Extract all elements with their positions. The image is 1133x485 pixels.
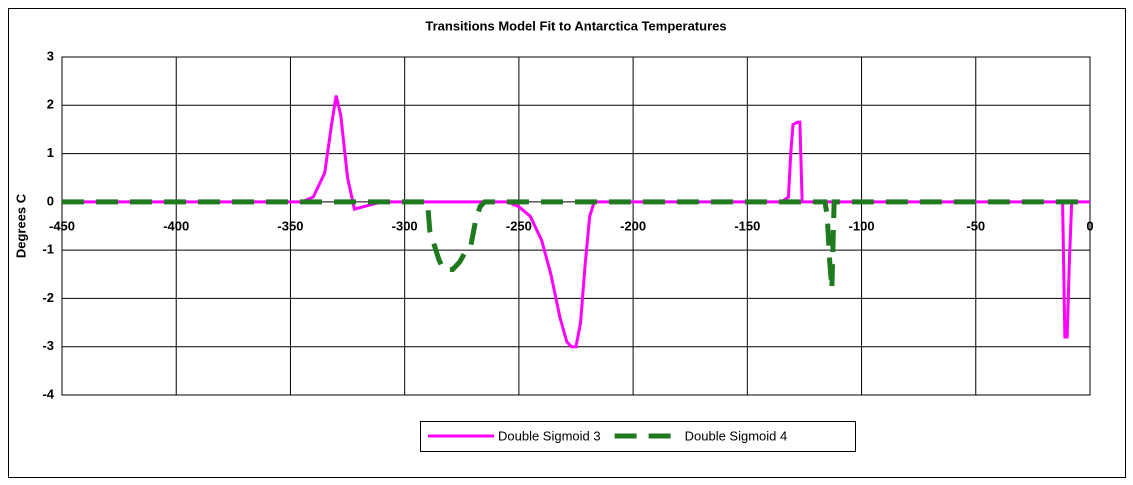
x-tick-label: -250 xyxy=(506,218,532,233)
y-tick-label: -3 xyxy=(42,338,54,353)
y-tick-label: 2 xyxy=(47,97,54,112)
x-tick-label: 0 xyxy=(1086,218,1093,233)
series-line xyxy=(62,199,1090,289)
x-tick-label: -150 xyxy=(734,218,760,233)
legend-label: Double Sigmoid 3 xyxy=(498,428,601,443)
x-tick-label: -300 xyxy=(392,218,418,233)
series-line xyxy=(62,95,1090,349)
y-tick-label: -1 xyxy=(42,242,54,257)
y-tick-label: 1 xyxy=(47,145,54,160)
x-tick-label: -50 xyxy=(966,218,985,233)
y-tick-label: -2 xyxy=(42,290,54,305)
y-tick-label: -4 xyxy=(42,386,54,401)
x-tick-label: -450 xyxy=(49,218,75,233)
x-tick-label: -200 xyxy=(620,218,646,233)
chart-title: Transitions Model Fit to Antarctica Temp… xyxy=(425,18,726,33)
y-tick-label: 3 xyxy=(47,48,54,63)
y-axis-label: Degrees C xyxy=(13,193,28,258)
legend: Double Sigmoid 3 Double Sigmoid 4 xyxy=(420,421,856,452)
y-tick-label: 0 xyxy=(47,193,54,208)
x-tick-label: -350 xyxy=(277,218,303,233)
x-tick-label: -100 xyxy=(849,218,875,233)
x-tick-label: -400 xyxy=(163,218,189,233)
legend-label: Double Sigmoid 4 xyxy=(685,428,788,443)
